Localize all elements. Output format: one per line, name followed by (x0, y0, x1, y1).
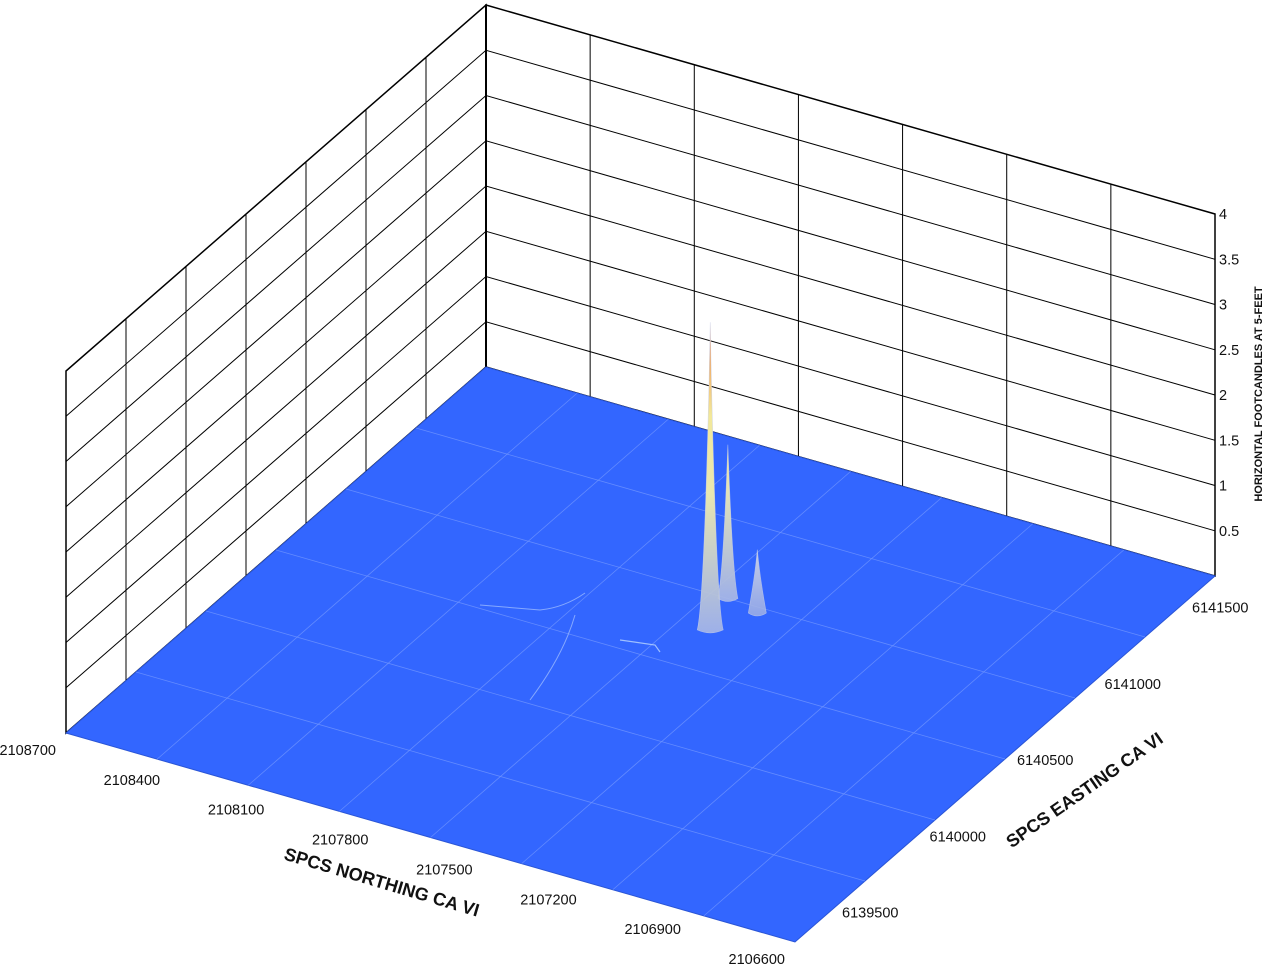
y-tick-label: 6141500 (1192, 601, 1248, 617)
z-tick-label: 3.5 (1219, 252, 1239, 268)
y-tick-label: 6141000 (1105, 677, 1161, 693)
z-axis-title: HORIZONTAL FOOTCANDLES AT 5-FEET (1253, 286, 1265, 502)
y-axis-title: SPCS EASTING CA VI (1002, 728, 1166, 851)
x-tick-label: 2107200 (520, 892, 576, 908)
x-tick-label: 2107500 (416, 862, 472, 878)
peak (717, 444, 739, 602)
surface-floor (64, 366, 1217, 943)
x-tick-label: 2107800 (312, 833, 368, 849)
tick-labels: 2108700 2108400 2108100 2107800 2107500 21072… (0, 207, 1248, 964)
x-tick-label: 2108100 (208, 803, 264, 819)
surface-peaks (696, 322, 767, 634)
contour-trace (529, 614, 576, 701)
z-tick-label: 1 (1219, 479, 1227, 495)
x-axis-title: SPCS NORTHING CA VI (282, 844, 482, 921)
x-tick-label: 2108400 (104, 773, 160, 789)
y-tick-label: 6140000 (930, 829, 986, 845)
surface-gridline (135, 671, 866, 882)
x-tick-label: 2106600 (729, 952, 785, 964)
x-tick-label: 2108700 (0, 743, 56, 759)
grid-walls (65, 3, 1216, 735)
y-tick-label: 6139500 (842, 906, 898, 922)
contour-trace (619, 639, 661, 653)
surface-gridline (415, 427, 1146, 638)
z-tick-label: 3 (1219, 298, 1227, 314)
z-tick-label: 2.5 (1219, 343, 1239, 359)
surface-gridline (205, 610, 936, 821)
z-tick-label: 2 (1219, 388, 1227, 404)
x-tick-label: 2106900 (624, 922, 680, 938)
z-tick-label: 1.5 (1219, 433, 1239, 449)
z-tick-label: 4 (1219, 207, 1227, 223)
peak (696, 322, 724, 634)
peak (747, 549, 767, 617)
surface-gridline (275, 549, 1006, 760)
contour-trace (479, 592, 586, 611)
z-tick-label: 0.5 (1219, 524, 1239, 540)
y-tick-label: 6140500 (1017, 753, 1073, 769)
